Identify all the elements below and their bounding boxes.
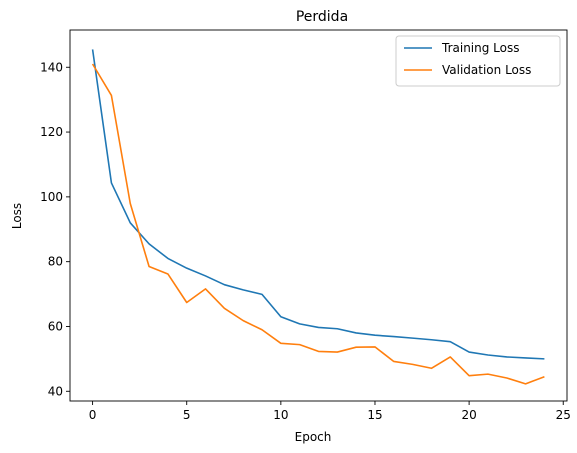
x-tick-label-3: 15 [367, 408, 382, 422]
series-line-0 [91, 49, 545, 360]
x-tick-label-5: 25 [556, 408, 571, 422]
x-tick-label-1: 5 [183, 408, 191, 422]
plot-area: 0 5 10 15 20 25 40 60 80 100 120 140 [40, 29, 571, 422]
x-tick-label-4: 20 [461, 408, 476, 422]
legend-label-0: Training Loss [441, 41, 519, 55]
legend-label-1: Validation Loss [442, 63, 531, 77]
y-tick-label-4: 120 [40, 125, 63, 139]
x-tick-label-0: 0 [89, 408, 97, 422]
legend-box [395, 35, 561, 87]
x-axis-label: Epoch [295, 430, 332, 444]
series-line-1 [91, 63, 545, 385]
axes-frame [69, 29, 568, 402]
x-tick-label-2: 10 [273, 408, 288, 422]
y-axis-label: Loss [10, 203, 24, 229]
y-tick-label-3: 100 [40, 190, 63, 204]
legend: Training Loss Validation Loss [395, 35, 561, 87]
y-tick-label-1: 60 [48, 319, 63, 333]
chart-title: Perdida [296, 9, 348, 25]
y-tick-label-5: 140 [40, 60, 63, 74]
y-tick-label-0: 40 [48, 384, 63, 398]
y-tick-label-2: 80 [48, 255, 63, 269]
